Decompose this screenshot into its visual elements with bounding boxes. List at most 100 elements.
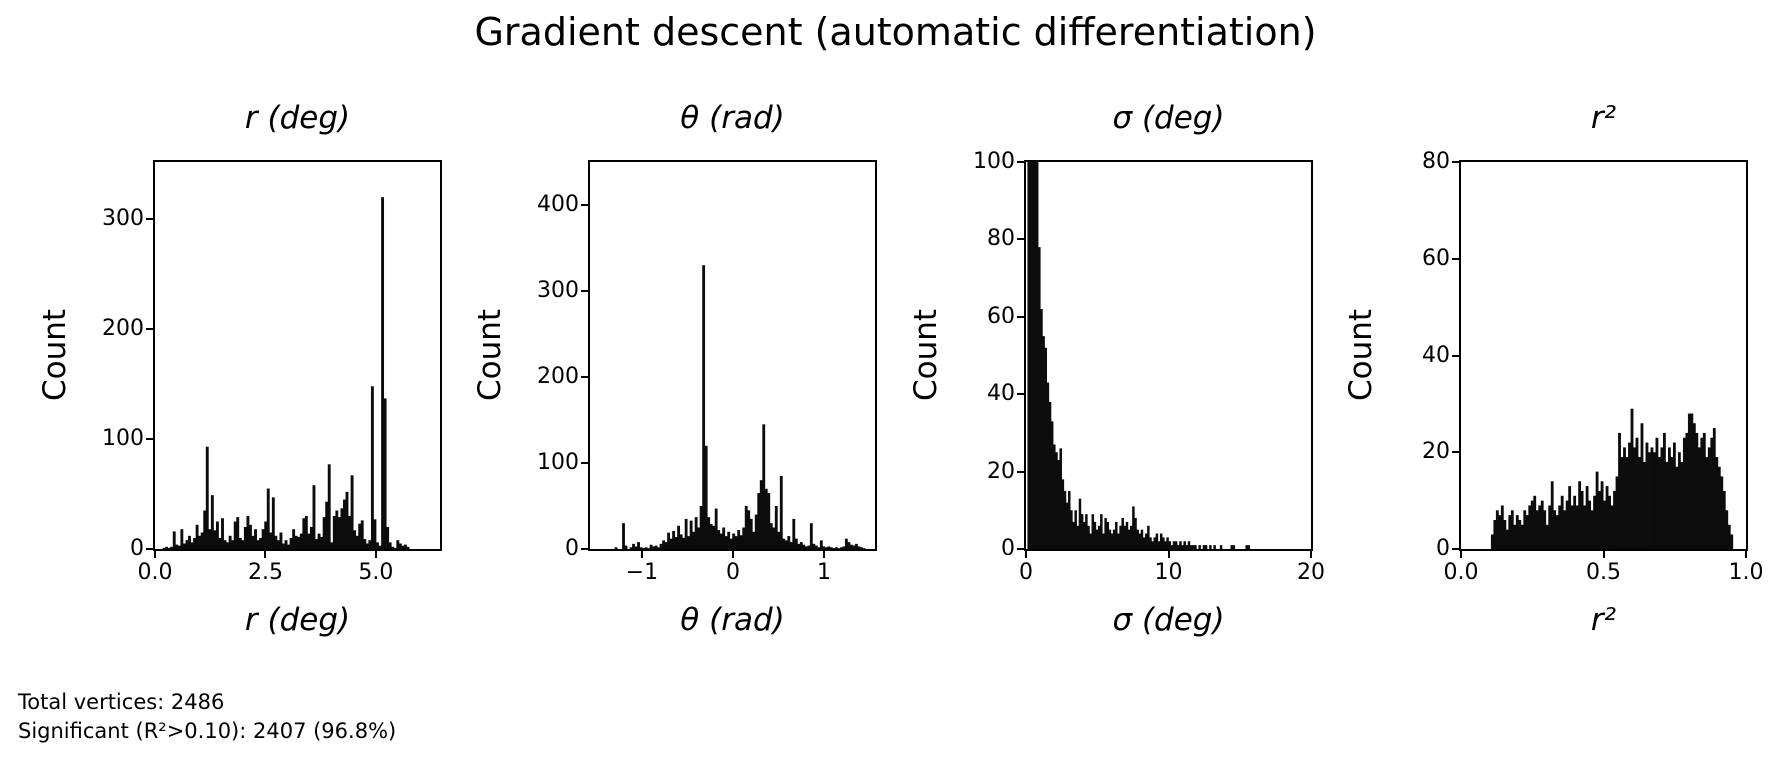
histogram-bar — [662, 540, 666, 549]
histogram-bar — [1159, 533, 1163, 549]
y-tick-mark — [146, 438, 155, 441]
histogram-bar — [749, 518, 753, 549]
histogram-bar — [1174, 541, 1178, 549]
histogram-bar — [807, 545, 811, 549]
histogram-bar — [1059, 448, 1062, 549]
histogram-bar — [844, 538, 848, 549]
subplot-4-title: r² — [1590, 100, 1617, 136]
x-tick-mark — [264, 549, 267, 558]
histogram-bar — [804, 546, 808, 549]
histogram-bar — [1115, 521, 1118, 549]
histogram-bar — [383, 398, 387, 549]
histogram-bar — [269, 532, 273, 549]
histogram-bar — [304, 516, 308, 549]
histogram-bar — [1623, 447, 1626, 549]
x-tick-label: 0 — [1019, 560, 1033, 585]
histogram-bar — [1553, 510, 1557, 549]
histogram-bar — [1192, 545, 1195, 549]
histogram-bar — [182, 543, 186, 549]
histogram-bar — [1717, 466, 1721, 549]
histogram-bar — [672, 530, 676, 549]
histogram-bar — [165, 546, 169, 549]
figure-title: Gradient descent (automatic differentiat… — [474, 10, 1317, 54]
histogram-bar — [205, 446, 209, 549]
histogram-bar — [215, 521, 219, 549]
histogram-bar — [1518, 519, 1522, 549]
histogram-bar — [1209, 545, 1212, 549]
y-tick-label: 300 — [102, 206, 144, 232]
histogram-bar — [1027, 162, 1030, 549]
histogram-bar — [684, 518, 688, 549]
histogram-bar — [1680, 461, 1684, 549]
histogram-bar — [1093, 521, 1097, 549]
histogram-bar — [1053, 444, 1056, 549]
y-tick-label: 60 — [1422, 245, 1450, 271]
histogram-bar — [1132, 506, 1135, 549]
histogram-bar — [719, 533, 723, 549]
histogram-bar — [1194, 545, 1197, 549]
histogram-bar — [228, 535, 232, 549]
y-tick-mark — [1017, 470, 1026, 473]
histogram-bar — [1585, 486, 1589, 549]
subplot-4-xlabel: r² — [1590, 602, 1617, 638]
histogram-bar — [190, 542, 194, 549]
y-tick-mark — [581, 548, 590, 550]
histogram-bar — [381, 197, 385, 549]
histogram-bar — [1127, 529, 1131, 549]
histogram-bar — [1140, 529, 1144, 549]
histogram-bar — [223, 540, 227, 549]
histogram-bar — [1702, 432, 1706, 549]
histogram-bar — [1142, 537, 1146, 549]
histogram-bar — [1055, 452, 1058, 549]
histogram-bar — [376, 542, 379, 549]
histogram-bar — [1151, 541, 1154, 549]
histogram-bar — [634, 546, 638, 549]
histogram-bar — [797, 543, 801, 549]
histogram-bar — [1119, 525, 1122, 549]
subplot-1-title: r (deg) — [244, 100, 351, 136]
histogram-bar — [1523, 510, 1527, 549]
histogram-bar — [1072, 521, 1075, 549]
histogram-bar — [251, 535, 255, 549]
histogram-bar — [664, 542, 668, 549]
histogram-bar — [1570, 505, 1574, 549]
y-tick-mark — [1017, 393, 1026, 396]
histogram-bar — [1600, 481, 1604, 549]
histogram-bar — [1515, 515, 1519, 549]
subplot-3-xlabel: σ (deg) — [1112, 602, 1225, 638]
histogram-bar — [261, 529, 265, 549]
histogram-bar — [1100, 514, 1103, 549]
histogram-bar — [1070, 510, 1073, 549]
histogram-bar — [1164, 541, 1167, 549]
histogram-bar — [812, 543, 816, 549]
histogram-bar — [772, 527, 776, 549]
histogram-bar — [254, 529, 257, 549]
histogram-bar — [162, 547, 166, 549]
histogram-bar — [299, 533, 303, 549]
histogram-bar — [355, 535, 359, 549]
histogram-bar — [1505, 529, 1509, 549]
histogram-bar — [401, 545, 405, 549]
histogram-bar — [677, 525, 681, 549]
histogram-bar — [297, 536, 301, 549]
x-tick-label: −1 — [625, 560, 659, 585]
histogram-bar — [1685, 432, 1689, 549]
histogram-bar — [694, 517, 698, 549]
histogram-bar — [1097, 525, 1101, 549]
histogram-bar — [1525, 515, 1529, 549]
histogram-bar — [819, 540, 823, 549]
histogram-bar — [1682, 437, 1686, 549]
histogram-bar — [1598, 490, 1601, 549]
histogram-bar — [1123, 525, 1127, 549]
histogram-bar — [292, 529, 296, 549]
y-tick-label: 400 — [537, 192, 579, 217]
histogram-bar — [1593, 495, 1597, 549]
histogram-bar — [1033, 162, 1037, 549]
x-tick-label: 10 — [1154, 560, 1183, 585]
histogram-bar — [1087, 525, 1090, 549]
histogram-bar — [167, 547, 171, 549]
histogram-bar — [249, 524, 252, 549]
histogram-bar — [1643, 461, 1646, 549]
histogram-bar — [1513, 524, 1517, 549]
histogram-bar — [1590, 510, 1594, 549]
